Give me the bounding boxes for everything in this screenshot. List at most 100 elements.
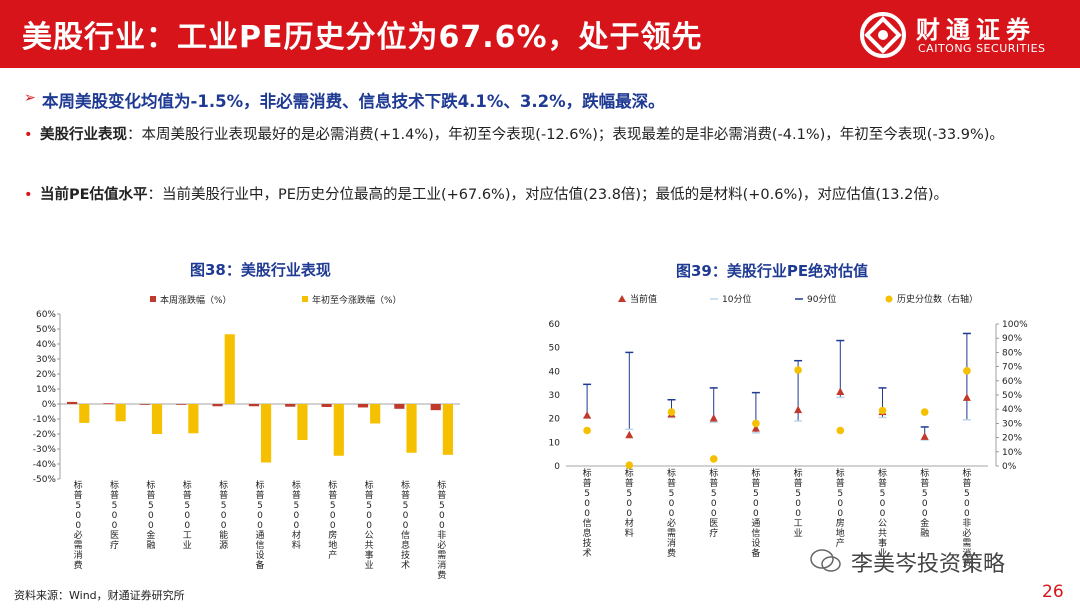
x-category-label: 标普 5 0 0 非必需消费 xyxy=(962,467,971,569)
bar-weekly xyxy=(248,404,259,407)
bar-ytd xyxy=(370,404,381,424)
logo-english-text: CAITONG SECURITIES xyxy=(918,42,1046,55)
y-right-tick-label: 30% xyxy=(1002,419,1022,429)
current-value-marker xyxy=(836,387,845,395)
bar-weekly xyxy=(430,404,441,411)
y-left-tick-label: 60 xyxy=(549,320,561,330)
bullet-label: 美股行业表现 xyxy=(40,127,127,143)
x-category-label: 标普 5 0 0 通信设备 xyxy=(255,479,264,571)
bullet-dot-icon: • xyxy=(24,127,33,143)
x-category-label: 标普 5 0 0 房地产 xyxy=(328,479,337,561)
y-right-tick-label: 90% xyxy=(1002,334,1022,344)
header-bar: 美股行业：工业PE历史分位为67.6%，处于领先 财通证券 CAITONG SE… xyxy=(0,0,1080,68)
y-left-tick-label: 10 xyxy=(549,438,561,448)
y-right-tick-label: 50% xyxy=(1002,391,1022,401)
legend-swatch-weekly xyxy=(150,296,156,302)
y-tick-label: 50% xyxy=(36,325,56,335)
bar-ytd xyxy=(333,404,344,456)
legend-label: 当前值 xyxy=(630,293,657,305)
bar-weekly xyxy=(357,404,369,408)
x-category-label: 标普 5 0 0 公共事业 xyxy=(878,467,887,559)
y-tick-label: 40% xyxy=(36,340,56,350)
bar-ytd xyxy=(115,404,126,422)
y-tick-label: -50% xyxy=(33,475,57,485)
bar-weekly xyxy=(67,401,78,404)
y-right-tick-label: 60% xyxy=(1002,377,1022,387)
legend-label: 90分位 xyxy=(807,293,836,305)
bar-ytd xyxy=(406,404,417,453)
bullet-text: ：本周美股行业表现最好的是必需消费(+1.4%)，年初至今表现(-12.6%)；… xyxy=(127,127,1004,143)
x-category-label: 标普 5 0 0 工业 xyxy=(794,467,803,539)
y-left-tick-label: 20 xyxy=(549,415,561,425)
x-category-label: 标普 5 0 0 材料 xyxy=(292,479,301,551)
y-right-tick-label: 100% xyxy=(1002,320,1028,330)
bar-weekly xyxy=(212,404,223,407)
page-number: 26 xyxy=(1042,582,1064,602)
y-right-tick-label: 70% xyxy=(1002,363,1022,373)
x-category-label: 标普 5 0 0 房地产 xyxy=(836,467,845,549)
legend-label-ytd: 年初至今涨跌幅（%） xyxy=(312,294,402,306)
x-category-label: 标普 5 0 0 信息技术 xyxy=(401,479,410,571)
chart-title-performance: 图38：美股行业表现 xyxy=(190,261,331,279)
x-category-label: 标普 5 0 0 非必需消费 xyxy=(437,479,446,581)
percentile-dot xyxy=(920,408,929,416)
y-left-tick-label: 50 xyxy=(549,344,561,354)
watermark-text: 李美岑投资策略 xyxy=(815,546,1005,578)
chart-title-pe: 图39：美股行业PE绝对估值 xyxy=(676,262,869,280)
bar-weekly xyxy=(176,404,187,405)
percentile-dot xyxy=(752,419,760,428)
y-left-tick-label: 40 xyxy=(549,367,561,377)
x-category-label: 标普 5 0 0 信息技术 xyxy=(583,467,592,559)
wechat-icon xyxy=(810,549,841,572)
y-tick-label: -40% xyxy=(33,460,57,470)
percentile-dot xyxy=(963,367,971,375)
bar-ytd xyxy=(224,334,235,404)
headline-summary: 本周美股变化均值为-1.5%，非必需消费、信息技术下跌4.1%、3.2%，跌幅最… xyxy=(42,92,665,111)
x-category-label: 标普 5 0 0 工业 xyxy=(183,479,192,551)
x-category-label: 标普 5 0 0 金融 xyxy=(146,479,155,551)
y-right-tick-label: 40% xyxy=(1002,405,1022,415)
x-category-label: 标普 5 0 0 通信设备 xyxy=(751,467,760,559)
bullet-industry-performance: • 美股行业表现：本周美股行业表现最好的是必需消费(+1.4%)，年初至今表现(… xyxy=(24,124,1040,146)
y-tick-label: -30% xyxy=(33,445,57,455)
industry-performance-chart: 本周涨跌幅（%） 年初至今涨跌幅（%） 60% 50% 40% 30% 20% 10% 0% -1… xyxy=(33,294,460,581)
bar-ytd xyxy=(261,404,272,463)
x-category-label: 标普 5 0 0 医疗 xyxy=(110,479,119,551)
y-tick-label: 30% xyxy=(36,355,56,365)
x-category-label: 标普 5 0 0 医疗 xyxy=(709,467,718,539)
current-value-marker xyxy=(625,430,634,439)
bar-ytd xyxy=(151,404,163,434)
x-category-label: 标普 5 0 0 金融 xyxy=(920,467,929,539)
y-tick-label: 20% xyxy=(36,370,56,380)
bullet-label: 当前PE估值水平 xyxy=(40,187,148,203)
legend-marker-percentile xyxy=(885,295,893,303)
current-value-marker xyxy=(709,413,718,422)
bar-weekly xyxy=(285,404,296,407)
y-tick-label: -10% xyxy=(33,415,57,425)
y-left-tick-label: 30 xyxy=(549,391,561,401)
bar-weekly xyxy=(394,404,405,409)
current-value-marker xyxy=(962,393,971,401)
x-category-label: 标普 5 0 0 能源 xyxy=(219,479,228,551)
x-category-label: 标普 5 0 0 必需消费 xyxy=(74,479,83,571)
y-tick-label: 60% xyxy=(36,310,56,320)
y-right-tick-label: 10% xyxy=(1002,448,1022,458)
bar-ytd xyxy=(442,404,453,455)
percentile-dot xyxy=(794,366,802,374)
logo-chinese-text: 财通证券 xyxy=(916,16,1036,44)
bar-weekly xyxy=(103,403,114,405)
bullet-dot-icon: • xyxy=(24,187,33,203)
legend-swatch-ytd xyxy=(302,296,308,302)
logo-mark-icon xyxy=(860,12,906,58)
y-right-tick-label: 80% xyxy=(1002,348,1022,358)
legend-marker-current xyxy=(618,295,626,302)
company-logo: 财通证券 CAITONG SECURITIES xyxy=(858,8,1068,62)
bar-weekly xyxy=(321,404,332,407)
y-right-tick-label: 0% xyxy=(1002,462,1017,472)
legend-label: 10分位 xyxy=(722,293,751,305)
x-category-label: 标普 5 0 0 材料 xyxy=(625,467,634,539)
watermark-label: 李美岑投资策略 xyxy=(851,552,1006,577)
bar-ytd xyxy=(297,404,308,440)
bullet-pe-valuation: • 当前PE估值水平：当前美股行业中，PE历史分位最高的是工业(+67.6%)，… xyxy=(24,184,1040,206)
current-value-marker xyxy=(920,432,929,440)
